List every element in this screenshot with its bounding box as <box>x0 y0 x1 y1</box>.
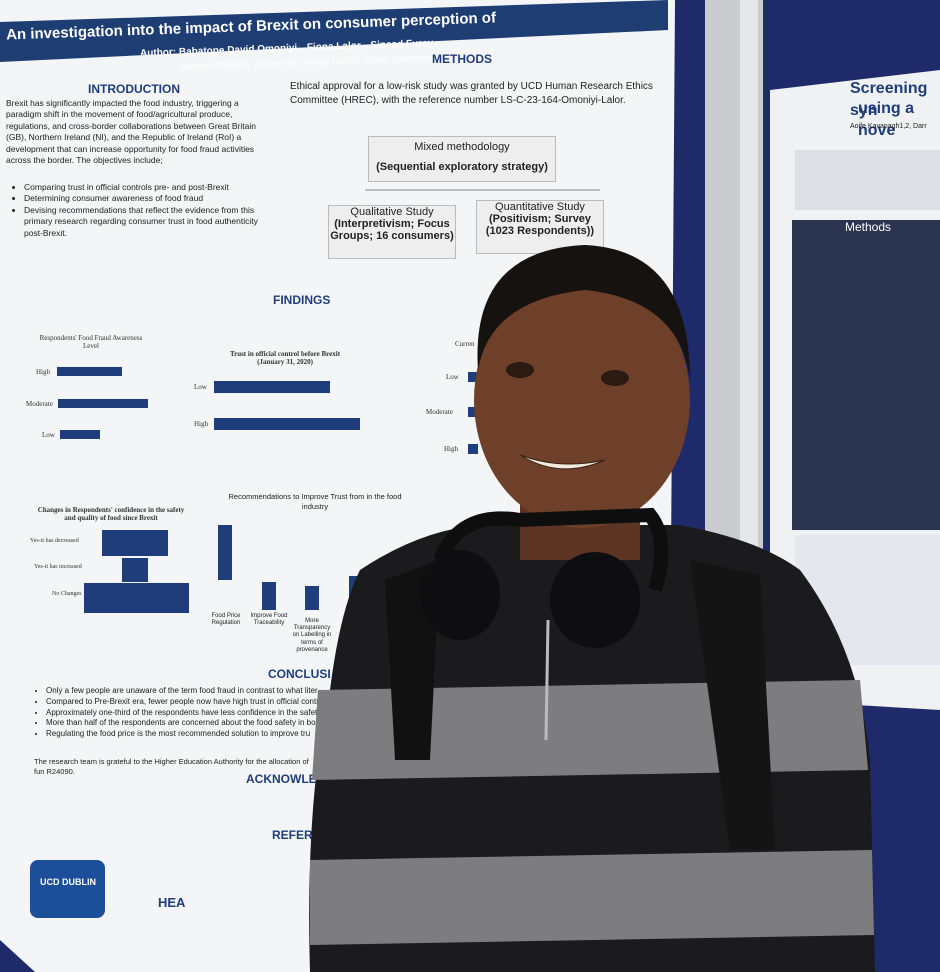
section-heading: FINDINGS <box>273 293 331 307</box>
title-band <box>0 0 668 62</box>
ucd-logo <box>30 860 105 918</box>
intro-bullets: Comparing trust in official controls pre… <box>12 182 276 239</box>
section-heading: REFER <box>272 828 313 842</box>
chart-label: High <box>36 368 50 376</box>
headphone-cup <box>420 550 500 640</box>
section-heading: INTRODUCTION <box>88 82 180 96</box>
chart-label: Improve Food Traceability <box>250 613 288 627</box>
chart-label: Low <box>42 431 55 439</box>
sweater-stripe <box>310 850 874 945</box>
chart-title: Curren <box>455 340 475 348</box>
zipper <box>544 619 550 741</box>
method-box: Mixed methodology (Sequential explorator… <box>368 136 556 182</box>
method-label: Mixed methodology <box>414 141 510 153</box>
chart-label: Moderate <box>26 400 53 408</box>
neighbor-block <box>795 150 940 210</box>
bullet: Comparing trust in official controls pre… <box>24 182 276 193</box>
backpack-strap <box>690 560 775 850</box>
chart-label: Low <box>446 373 459 381</box>
chart-label: High <box>444 445 458 453</box>
hair <box>477 245 690 380</box>
bullet: Regulating the food price is the most re… <box>46 729 346 740</box>
chart-label: Low <box>194 383 207 391</box>
chart-bars <box>57 367 478 613</box>
ack-text: The research team is grateful to the Hig… <box>34 757 309 777</box>
chart-label: No Changes <box>52 591 82 597</box>
eye <box>601 370 629 386</box>
section-heading: METHODS <box>432 52 492 66</box>
neighbor-methods <box>792 220 940 530</box>
bullet: More than half of the respondents are co… <box>46 718 346 729</box>
neighbor-title: using a nove <box>858 100 915 139</box>
chart-label: Food Price Regulation <box>211 613 241 627</box>
neighbor-authors: Aoife Kavanagh1,2, Darr <box>850 123 927 130</box>
chart-label: High <box>194 420 208 428</box>
method-label: (Positivism; Survey (1023 Respondents)) <box>485 213 595 237</box>
eye <box>506 362 534 378</box>
ethics-text: Ethical approval for a low-risk study wa… <box>290 81 653 106</box>
neighbor-title: Screening syn <box>850 80 928 119</box>
method-label: (Sequential exploratory strategy) <box>376 161 548 173</box>
method-label: (Interpretivism; Focus Groups; 16 consum… <box>330 218 454 242</box>
headphone-band <box>433 507 669 593</box>
conclusion-bullets: Only a few people are unaware of the ter… <box>34 686 346 740</box>
chart-title: Respondents' Food Fraud Awareness Level <box>39 334 143 350</box>
bullet: Determining consumer awareness of food f… <box>24 193 276 204</box>
section-heading: CONCLUSI <box>268 667 331 681</box>
chart-title: Recommendations to Improve Trust from in… <box>228 492 402 512</box>
method-box: Qualitative Study (Interpretivism; Focus… <box>328 205 456 259</box>
neighbor-section: Methods <box>845 220 892 234</box>
bullet: Compared to Pre-Brexit era, fewer people… <box>46 697 346 708</box>
bullet: Approximately one-third of the responden… <box>46 708 346 719</box>
method-box: Quantitative Study (Positivism; Survey (… <box>476 200 604 254</box>
logo-text: UCD DUBLIN <box>40 877 96 887</box>
chart-title: Changes in Respondents' confidence in th… <box>37 506 185 522</box>
smile <box>519 454 606 470</box>
method-label: Quantitative Study <box>495 201 585 213</box>
chart-label: Yes-it has increased <box>34 564 82 570</box>
bullet: Only a few people are unaware of the ter… <box>46 686 346 697</box>
bullet: Devising recommendations that reflect th… <box>24 205 276 239</box>
face <box>474 272 690 528</box>
method-label: Qualitative Study <box>350 206 434 218</box>
headphone-cup <box>550 552 640 648</box>
chart-title: Trust in official control before Brexit … <box>229 350 341 366</box>
chart-label: Moderate <box>426 408 453 416</box>
chart-label: More Transparency on Labelling in terms … <box>292 618 332 653</box>
intro-text: Brexit has significantly impacted the fo… <box>6 98 256 166</box>
section-heading: ACKNOWLED <box>246 772 326 786</box>
chart-label: Yes-it has decreased <box>30 538 79 544</box>
logo-text: HEA <box>158 895 186 910</box>
poster-edge <box>740 0 758 560</box>
